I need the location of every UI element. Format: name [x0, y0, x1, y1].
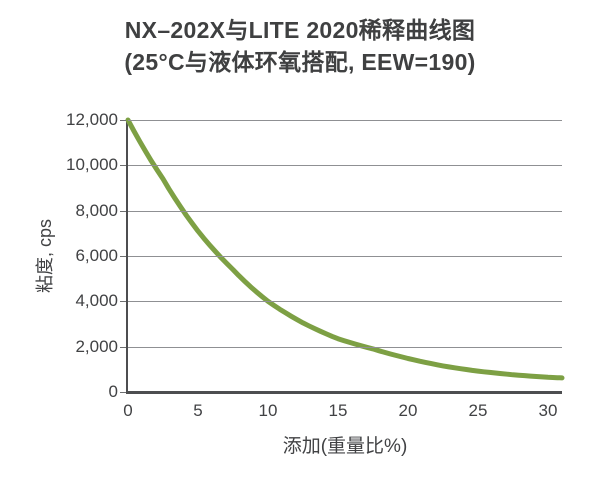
y-tick: [120, 210, 126, 212]
y-tick: [120, 392, 126, 393]
y-tick-label: 12,000: [66, 110, 118, 129]
x-tick-label: 15: [328, 401, 348, 420]
x-tick-label: 30: [538, 401, 558, 420]
dilution-curve: [125, 117, 565, 381]
x-tick-label: 5: [193, 401, 203, 420]
y-axis-labels: 0 2,000 4,000 6,000 8,000 10,000 12,000: [0, 111, 118, 401]
gridline: [128, 256, 562, 257]
y-tick: [120, 301, 126, 303]
y-tick-label: 10,000: [66, 155, 118, 175]
plot-area: [120, 117, 565, 394]
gridline: [128, 165, 562, 167]
y-tick-label: 8,000: [75, 200, 118, 220]
y-tick: [120, 165, 126, 167]
x-tick-label: 10: [258, 401, 278, 420]
curve-layer: [125, 117, 565, 381]
gridline: [128, 301, 562, 303]
x-axis-title: 添加(重量比%): [282, 436, 408, 457]
x-axis-labels: 0 5 10 15 20 25 30: [123, 401, 562, 421]
x-tick-label: 25: [468, 401, 488, 420]
y-tick: [120, 256, 126, 257]
chart-subtitle: (25°C与液体环氧搭配, EEW=190): [124, 49, 476, 75]
x-tick-label: 0: [123, 401, 133, 420]
x-tick-label: 20: [398, 401, 418, 420]
y-tick-label: 6,000: [75, 246, 118, 265]
y-axis-line: [126, 119, 128, 394]
y-tick: [120, 120, 126, 121]
y-tick: [120, 346, 126, 348]
y-tick-label: 4,000: [75, 291, 118, 311]
y-tick-label: 2,000: [75, 336, 118, 356]
x-axis-line: [126, 391, 562, 394]
gridline: [128, 120, 562, 121]
y-axis-title: 粘度, cps: [35, 218, 55, 294]
y-tick-label: 0: [108, 382, 118, 401]
chart-title: NX–202X与LITE 2020稀释曲线图: [124, 17, 476, 43]
gridline: [128, 210, 562, 212]
gridline: [128, 346, 562, 348]
